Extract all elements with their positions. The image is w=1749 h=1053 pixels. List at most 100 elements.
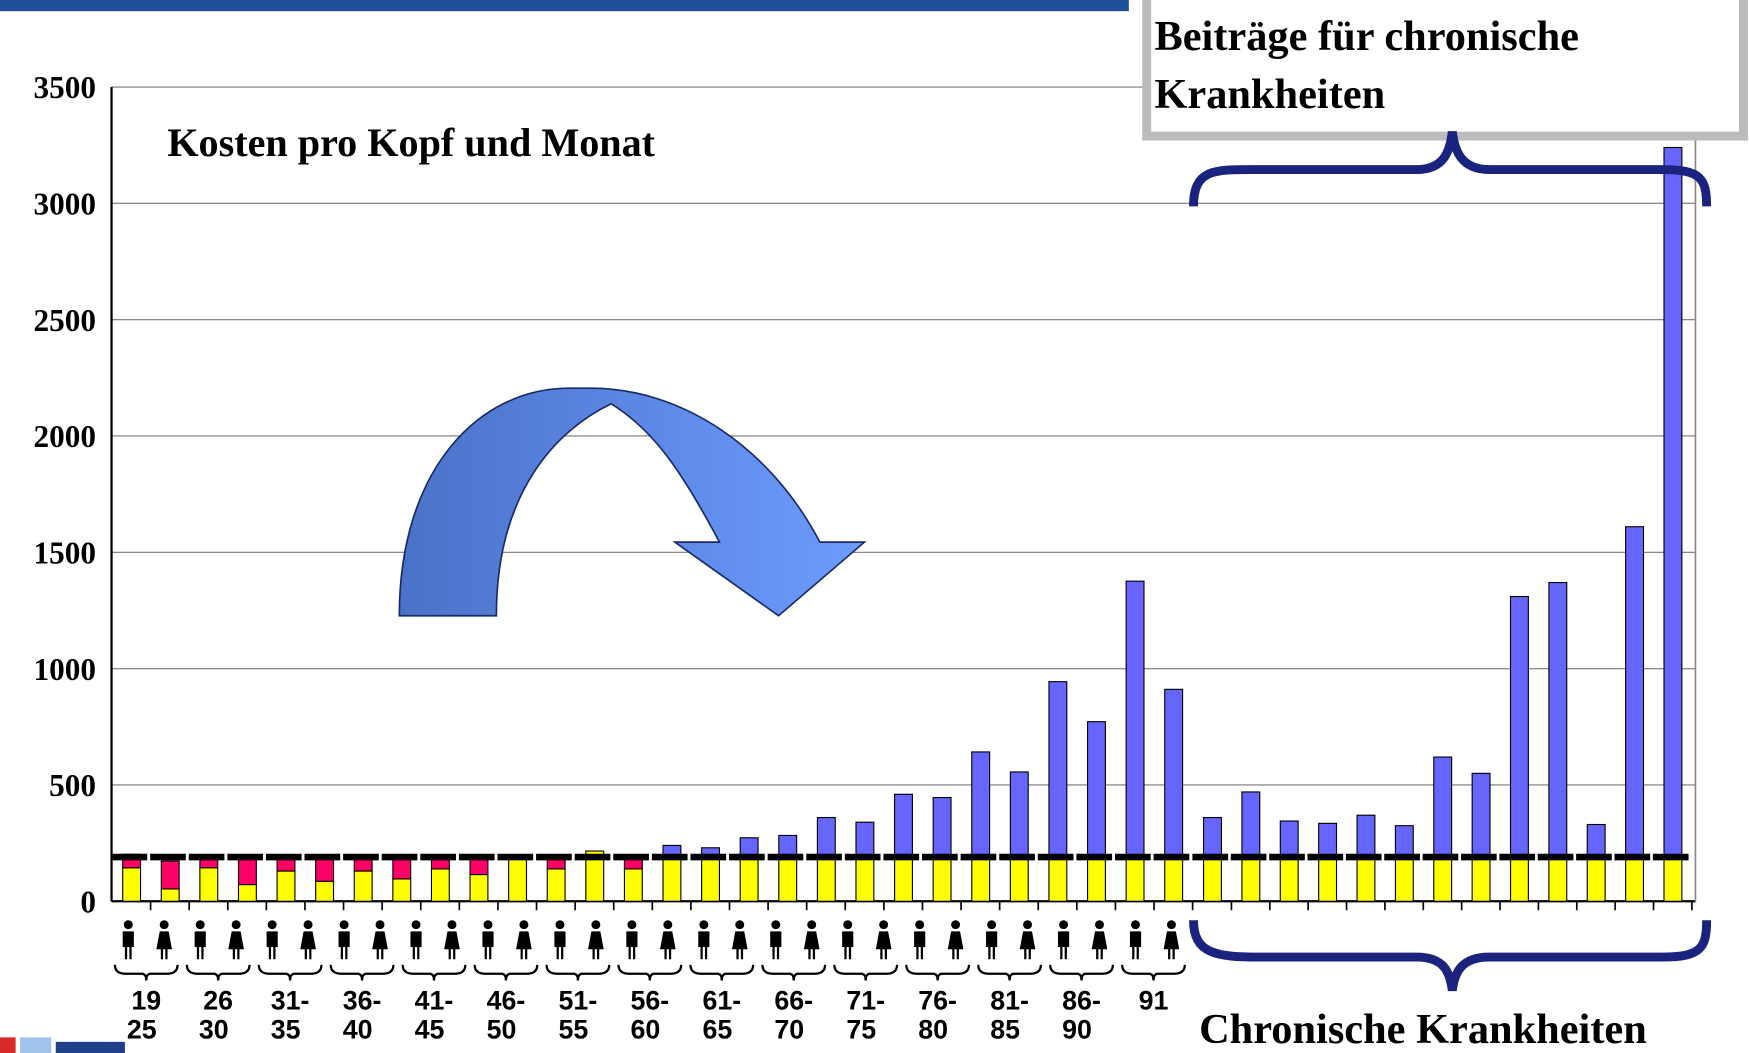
bar-segment [1626,527,1644,857]
person-icon [1023,920,1032,929]
bar-segment [1126,581,1144,856]
age-label: 56- [631,985,670,1015]
age-label: 91 [1139,985,1169,1015]
group-brace [1122,965,1185,981]
bar-segment [1010,772,1028,857]
age-label: 61- [702,985,741,1015]
bar-segment [509,859,527,901]
group-brace [762,965,825,981]
person-icon [410,931,421,959]
person-icon [732,931,748,959]
person-icon [376,920,385,929]
person-icon [1130,931,1141,959]
bar-segment [1549,583,1567,857]
age-label: 70 [774,1014,804,1044]
bar-segment [972,752,990,857]
y-tick-label: 0 [80,884,96,919]
brace [1194,132,1707,207]
brace [1194,920,1707,990]
bar-segment [1280,857,1298,902]
group-brace [475,965,538,981]
group-brace [547,965,610,981]
bar-segment [393,879,411,901]
bar-segment [1395,857,1413,902]
person-icon [876,931,892,959]
person-icon [1092,931,1108,959]
bar-segment [1395,826,1413,857]
callout-text: Krankheiten [1154,71,1385,118]
bar-segment [431,869,449,901]
person-icon [123,931,134,959]
bar-segment [779,835,797,856]
age-label: 75 [846,1014,876,1044]
group-brace [331,965,394,981]
group-brace [115,965,178,981]
bar-segment [972,857,990,902]
bar-segment [933,798,951,857]
person-icon [340,920,349,929]
person-icon [626,931,637,959]
bar-segment [1204,818,1222,857]
person-icon [735,920,744,929]
bar-segment [123,868,141,902]
y-tick-label: 2500 [33,303,95,338]
bar-segment [161,889,179,901]
bar-segment [238,885,256,902]
age-label: 50 [487,1014,517,1044]
age-label: 30 [199,1014,229,1044]
person-icon [196,920,205,929]
bar-segment [1664,148,1682,857]
age-label: 66- [774,985,813,1015]
person-icon [1131,920,1140,929]
person-icon [987,920,996,929]
bar-segment [1242,792,1260,857]
age-label: 60 [630,1014,660,1044]
age-label: 36- [343,985,382,1015]
bar-segment [856,857,874,902]
bar-segment [1664,857,1682,902]
logo-part [20,1037,51,1053]
bar-segment [1088,722,1106,857]
group-brace [834,965,897,981]
bar-segment [1049,682,1067,857]
y-tick-label: 3000 [33,186,95,221]
logo-part [56,1042,125,1053]
person-icon [448,920,457,929]
bar-segment [1511,597,1529,857]
age-label: 35 [271,1014,301,1044]
person-icon [267,931,278,959]
y-tick-label: 500 [49,768,96,803]
group-brace [978,965,1041,981]
bar-segment [1511,857,1529,902]
bar-segment [161,861,179,889]
person-icon [804,931,820,959]
bar-segment [1434,757,1452,857]
age-label: 19 [131,985,161,1015]
person-icon [879,920,888,929]
group-brace [403,965,466,981]
person-icon [195,931,206,959]
group-brace [690,965,753,981]
bar-segment [1088,857,1106,902]
bar-segment [817,857,835,902]
person-icon [591,920,600,929]
person-icon [948,931,964,959]
person-icon [268,920,277,929]
curved-arrow [399,388,864,616]
person-icon [663,920,672,929]
bar-segment [740,857,758,902]
y-tick-label: 2000 [33,419,95,454]
person-icon [843,920,852,929]
bar-segment [933,857,951,902]
bar-segment [624,869,642,901]
bar-segment [1472,857,1490,902]
bar-segment [702,857,720,902]
bar-segment [1204,857,1222,902]
bar-segment [547,869,565,901]
age-label: 80 [918,1014,948,1044]
group-brace [259,965,322,981]
bar-segment [1357,815,1375,856]
person-icon [914,931,925,959]
age-label: 81- [990,985,1029,1015]
age-label: 71- [846,985,885,1015]
